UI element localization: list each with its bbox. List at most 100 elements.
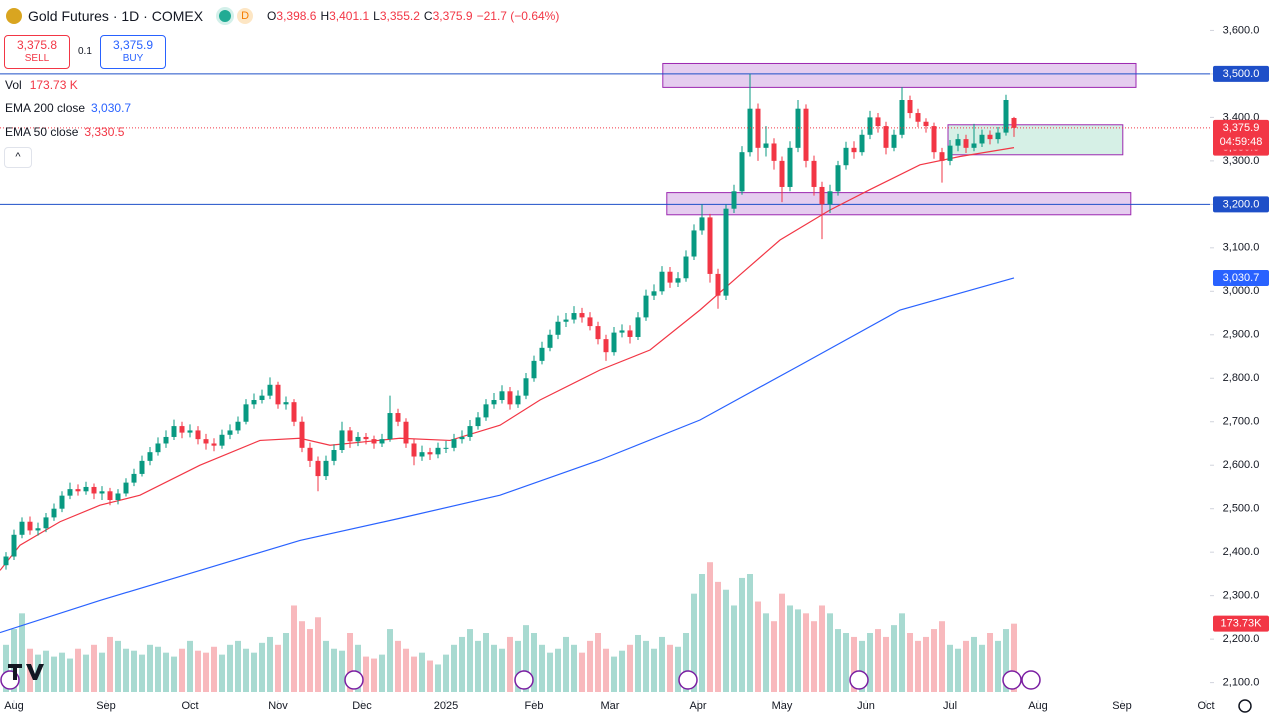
- candle-body: [579, 313, 585, 318]
- candle-body: [611, 332, 617, 353]
- candle-body: [235, 421, 241, 431]
- volume-bar: [547, 652, 553, 692]
- ema-badge-bg: [1213, 269, 1269, 286]
- volume-bar: [107, 636, 113, 692]
- volume-bar: [955, 648, 961, 692]
- y-tick-label: 3,300.0: [1223, 155, 1260, 167]
- tv-logo: [8, 664, 44, 680]
- volume-bar: [995, 640, 1001, 692]
- zone: [947, 124, 1124, 156]
- volume-bar: [603, 648, 609, 692]
- volume-bar: [339, 650, 345, 692]
- sell-button[interactable]: 3,375.8 SELL: [4, 35, 70, 69]
- market-status: [219, 10, 232, 22]
- candle-body: [443, 447, 449, 449]
- volume-bar: [539, 644, 545, 692]
- ohlc-value: 3,355.2: [379, 9, 420, 23]
- volume-bar: [883, 636, 889, 692]
- volume-bar: [219, 654, 225, 692]
- legend-value: 3,330.5: [84, 125, 125, 139]
- legend-value: 3,030.7: [91, 101, 132, 115]
- level-badge-bg: [1213, 196, 1269, 213]
- volume-bar: [523, 625, 529, 692]
- x-tick-label: Apr: [689, 700, 706, 712]
- candle-body: [163, 436, 169, 444]
- candle-body: [59, 495, 65, 509]
- volume-bar: [587, 640, 593, 692]
- candle-body: [667, 271, 673, 283]
- event-marker: [514, 670, 534, 690]
- volume-bar: [803, 613, 809, 692]
- volume-bar: [571, 644, 577, 692]
- candle-body: [331, 450, 337, 461]
- ohlc-value: 3,401.1: [329, 9, 370, 23]
- y-tick-label: 2,600.0: [1223, 459, 1260, 471]
- candle-body: [875, 117, 881, 127]
- volume-bar: [467, 629, 473, 692]
- candle-body: [115, 493, 121, 500]
- candle-body: [419, 452, 425, 457]
- candle-body: [843, 147, 849, 166]
- legend-name: Vol: [5, 78, 22, 92]
- candle-body: [427, 452, 433, 455]
- volume-bar: [483, 633, 489, 692]
- candle-body: [267, 384, 273, 396]
- candle-body: [603, 339, 609, 353]
- candle-body: [763, 143, 769, 148]
- buy-button[interactable]: 3,375.9 BUY: [100, 35, 166, 69]
- candle-body: [83, 486, 89, 492]
- candle-body: [467, 426, 473, 437]
- volume-bar: [347, 633, 353, 692]
- volume-bar: [443, 654, 449, 692]
- candle-body: [323, 460, 329, 477]
- volume-bar: [627, 644, 633, 692]
- candle-body: [803, 108, 809, 161]
- candle-body: [195, 430, 201, 440]
- candle-body: [587, 317, 593, 327]
- change: −21.7 (−0.64%): [476, 9, 560, 23]
- y-tick-label: 2,300.0: [1223, 590, 1260, 602]
- volume-bar: [899, 613, 905, 692]
- volume-bar: [123, 648, 129, 692]
- y-tick-label: 3,100.0: [1223, 242, 1260, 254]
- volume-bar: [203, 652, 209, 692]
- candle-body: [371, 439, 377, 444]
- volume-bar: [235, 640, 241, 692]
- candle-body: [131, 473, 137, 483]
- volume-bar: [291, 605, 297, 692]
- candle-body: [75, 489, 81, 492]
- x-tick-label: May: [772, 700, 793, 712]
- candle-body: [435, 447, 441, 455]
- candle-body: [907, 100, 913, 114]
- volume-bar: [11, 629, 17, 692]
- collapse-legend-button[interactable]: ^: [4, 147, 32, 168]
- candle-body: [123, 482, 129, 494]
- volume-bar: [971, 636, 977, 692]
- candle-body: [987, 134, 993, 140]
- price-axis-bg: [1210, 0, 1279, 722]
- candle-body: [691, 230, 697, 257]
- candle-body: [523, 378, 529, 396]
- candle-body: [139, 460, 145, 474]
- y-tick-label: 2,100.0: [1223, 677, 1260, 689]
- candle-body: [259, 395, 265, 400]
- event-marker: [678, 670, 698, 690]
- volume-bar: [563, 636, 569, 692]
- volume-bar: [131, 650, 137, 692]
- volume-bar: [659, 636, 665, 692]
- buy-price: 3,375.9: [112, 38, 154, 52]
- candle-body: [339, 430, 345, 450]
- candle-body: [683, 256, 689, 279]
- volume-bar: [555, 648, 561, 692]
- y-tick-label: 2,800.0: [1223, 372, 1260, 384]
- main-layer: [0, 73, 1210, 692]
- candle-body: [219, 434, 225, 446]
- volume-bar: [451, 644, 457, 692]
- settings-icon[interactable]: [1238, 699, 1252, 713]
- candle-body: [955, 139, 961, 146]
- candle-body: [699, 217, 705, 231]
- legend-name: EMA 50 close: [5, 125, 79, 139]
- candle-body: [595, 326, 601, 340]
- volume-bar: [419, 652, 425, 692]
